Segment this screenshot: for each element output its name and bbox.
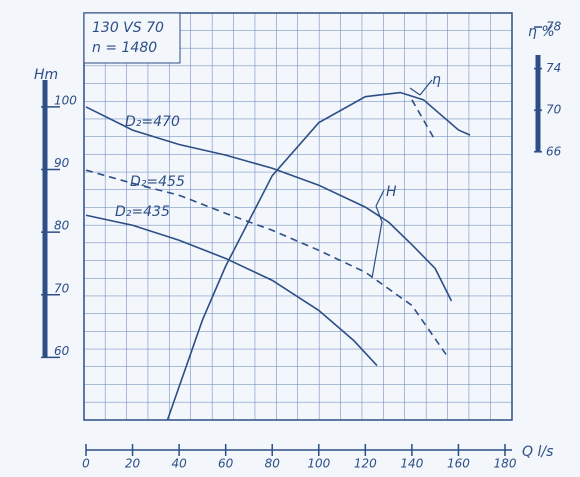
leader-line [409, 87, 421, 96]
curve [411, 99, 436, 141]
y-tick-label: 100 [54, 93, 77, 107]
y-tick-label: 90 [54, 156, 70, 170]
model-label: 130 VS 70 [92, 20, 164, 36]
x-tick-label: 80 [265, 457, 281, 471]
y-tick-label: 60 [54, 344, 70, 358]
x-tick-label: 100 [307, 457, 330, 471]
curve [85, 169, 448, 356]
curve [166, 91, 471, 421]
x-tick-label: 120 [354, 457, 377, 471]
y2-axis-label: η % [528, 24, 555, 40]
x-tick-label: 140 [400, 457, 423, 471]
x-tick-label: 40 [171, 457, 187, 471]
head-label: H [386, 184, 397, 200]
x-axis-label: Q l/s [522, 444, 553, 460]
y-tick-label: 70 [54, 281, 70, 295]
leader-line [375, 189, 385, 207]
curve [85, 106, 453, 302]
speed-label: n = 1480 [92, 40, 157, 56]
curve-label: D₂=455 [130, 174, 185, 190]
x-tick-label: 180 [494, 457, 517, 471]
y2-tick-label: 70 [546, 103, 562, 117]
leader-line [371, 205, 383, 279]
graph-paper [83, 12, 513, 421]
y-axis-label: Hm [34, 67, 58, 83]
x-tick-label: 60 [218, 457, 234, 471]
y2-tick-label: 78 [546, 20, 562, 34]
curve-label: η [432, 72, 441, 88]
leader-line [419, 79, 433, 96]
x-tick-label: 0 [82, 457, 90, 471]
y2-tick-label: 74 [546, 61, 561, 75]
y2-tick-label: 66 [546, 144, 562, 158]
x-tick-label: 160 [447, 457, 470, 471]
x-tick-label: 20 [125, 457, 141, 471]
label-box [83, 12, 181, 64]
curve-label: D₂=470 [125, 114, 180, 130]
curve-label: D₂=435 [115, 204, 170, 220]
y-tick-label: 80 [54, 219, 70, 233]
curve [85, 214, 378, 367]
